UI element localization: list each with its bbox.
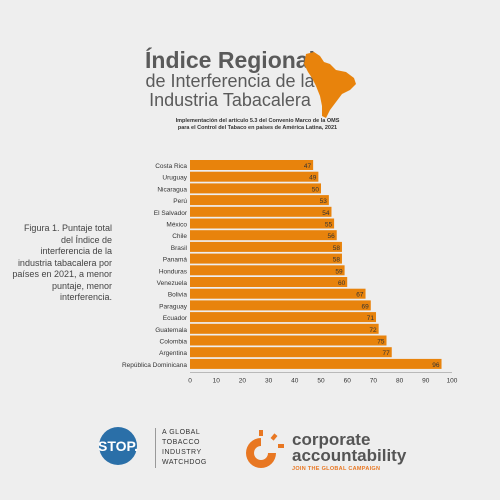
ca-name-line-2: accountability [292,446,407,465]
category-label: Nicaragua [157,186,187,193]
data-label: 53 [320,198,328,205]
bar-guatemala [190,323,379,334]
corporate-accountability-sun-icon [246,430,284,468]
category-label: Costa Rica [155,163,187,170]
category-label: Ecuador [163,315,188,322]
x-tick-label: 60 [344,378,352,385]
header: Índice Regional de Interferencia de la I… [130,48,330,110]
category-label: Argentina [159,350,187,357]
figure-caption: Figura 1. Puntaje total del Índice de in… [12,223,112,302]
data-label: 77 [383,350,391,357]
x-tick-label: 20 [239,378,247,385]
x-tick-label: 70 [370,378,378,385]
data-label: 59 [335,268,343,275]
category-label: Honduras [159,268,188,275]
bar-colombia [190,335,387,346]
bar-panamá [190,253,342,264]
bar-argentina [190,347,392,358]
x-tick-label: 90 [422,378,430,385]
bar-brasil [190,241,342,252]
data-label: 96 [432,362,440,369]
category-label: Venezuela [157,280,188,287]
data-label: 49 [309,175,317,182]
category-label: Colombia [160,339,188,346]
x-tick-label: 40 [291,378,299,385]
data-label: 56 [327,233,335,240]
latin-america-map-icon [304,52,356,118]
subtitle-line-1: Implementación del artículo 5.3 del Conv… [175,118,340,124]
title-line-1: Índice Regional [145,47,315,73]
stop-tag-line-1: A GLOBAL [162,429,201,436]
bar-bolivia [190,288,366,299]
ca-tagline: JOIN THE GLOBAL CAMPAIGN [292,466,381,472]
category-label: República Dominicana [122,362,187,369]
x-tick-label: 80 [396,378,404,385]
data-label: 58 [333,257,341,264]
category-label: México [166,222,187,229]
data-label: 75 [377,339,385,346]
data-label: 54 [322,210,330,217]
category-label: Guatemala [155,327,187,334]
subtitle: Implementación del artículo 5.3 del Conv… [150,118,365,132]
bar-el-salvador [190,206,332,217]
x-tick-label: 0 [188,378,192,385]
data-label: 47 [304,163,312,170]
x-tick-label: 30 [265,378,273,385]
category-label: Brasil [171,245,188,252]
stop-logo: STOP. [98,427,138,465]
category-label: El Salvador [154,210,188,217]
stop-logo-text: STOP. [98,438,138,454]
category-label: Panamá [163,257,188,264]
x-tick-label: 10 [213,378,221,385]
data-label: 60 [338,280,346,287]
data-label: 72 [369,327,377,334]
bar-perú [190,195,329,206]
x-tick-label: 50 [317,378,325,385]
category-label: Bolivia [168,292,188,299]
subtitle-line-2: para el Control del Tabaco en países de … [177,125,338,131]
data-label: 55 [325,222,333,229]
bar-república-dominicana [190,358,442,369]
data-label: 69 [362,303,370,310]
data-label: 67 [356,292,364,299]
stop-tag-line-4: WATCHDOG [162,459,207,466]
bar-paraguay [190,300,371,311]
category-label: Uruguay [162,175,187,182]
category-label: Perú [173,198,187,205]
bar-uruguay [190,171,319,182]
bar-venezuela [190,277,348,287]
stop-tag-line-3: INDUSTRY [162,449,202,456]
data-label: 50 [312,186,320,193]
category-label: Chile [172,233,187,240]
bar-nicaragua [190,183,321,194]
data-label: 71 [367,315,375,322]
title-line-3: Industria Tabacalera [149,90,311,110]
bar-costa-rica [190,160,314,170]
bar-méxico [190,218,335,229]
stop-tagline: A GLOBAL TOBACCO INDUSTRY WATCHDOG [155,428,207,468]
stop-tag-line-2: TOBACCO [162,439,200,446]
category-label: Paraguay [159,303,188,310]
corporate-accountability-name: corporate accountability [292,430,407,465]
data-label: 58 [333,245,341,252]
ca-name-line-1: corporate [292,430,371,449]
bar-honduras [190,265,345,276]
title-line-2: de Interferencia de la [145,71,315,91]
x-tick-label: 100 [447,378,458,385]
bar-chile [190,230,337,241]
bar-ecuador [190,312,377,323]
